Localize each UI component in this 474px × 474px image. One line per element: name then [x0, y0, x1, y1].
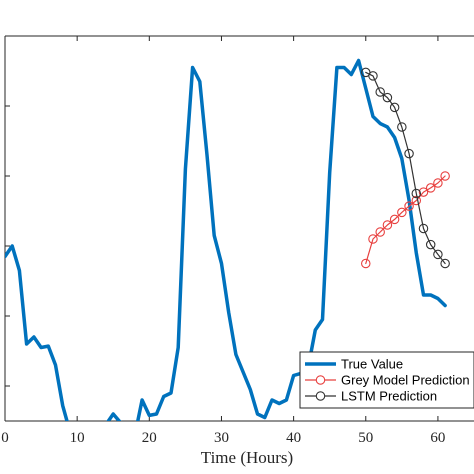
x-tick-label: 40 [286, 430, 301, 446]
lstm-prediction-point [375, 87, 385, 97]
lstm-prediction-line [365, 71, 446, 265]
lstm-prediction-point [411, 188, 422, 199]
lstm-prediction-legend-marker [315, 391, 326, 401]
true-value-legend-label: True Value [341, 357, 403, 372]
axes: 0 10 20 30 40 50 60 [1, 35, 474, 446]
grey-model-prediction-point [375, 227, 385, 237]
grey-model-prediction-line [365, 175, 446, 265]
x-tick-label: 10 [70, 430, 85, 446]
lstm-prediction-point [433, 249, 443, 260]
grey-model-prediction-legend-label: Grey Model Prediction [341, 373, 470, 388]
lstm-prediction-point [389, 102, 400, 113]
grey-model-prediction-point [389, 214, 400, 225]
plot-area [5, 58, 450, 421]
lstm-prediction-point [425, 239, 436, 250]
axis-labels: Time (Hours) [201, 448, 293, 467]
grey-model-prediction-point [382, 220, 393, 230]
grey-model-prediction-point [440, 171, 450, 181]
grey-model-prediction-legend-marker [315, 375, 326, 385]
grey-model-prediction-point [397, 207, 407, 218]
x-tick-label: 50 [358, 430, 373, 446]
true-value-line [5, 58, 447, 421]
lstm-prediction-legend-label: LSTM Prediction [341, 389, 437, 404]
grey-model-prediction-point [433, 178, 443, 188]
lstm-prediction-point [404, 148, 414, 159]
grey-model-prediction-point [361, 258, 371, 269]
x-tick-label: 30 [214, 430, 229, 446]
grey-model-prediction-point [368, 234, 378, 244]
x-tick-label: 20 [142, 430, 157, 446]
lstm-prediction-point [397, 122, 407, 132]
lstm-prediction-point [368, 71, 378, 81]
x-axis-label: Time (Hours) [201, 448, 293, 467]
lstm-prediction-point [440, 258, 450, 269]
x-tick-label: 60 [430, 430, 445, 446]
grey-model-prediction-point [418, 187, 429, 197]
grey-model-prediction-point [404, 201, 414, 211]
x-tick-label: 0 [1, 430, 9, 446]
lstm-prediction-point [418, 223, 429, 234]
lstm-prediction-point [382, 92, 393, 103]
grey-model-prediction-point [425, 183, 436, 193]
